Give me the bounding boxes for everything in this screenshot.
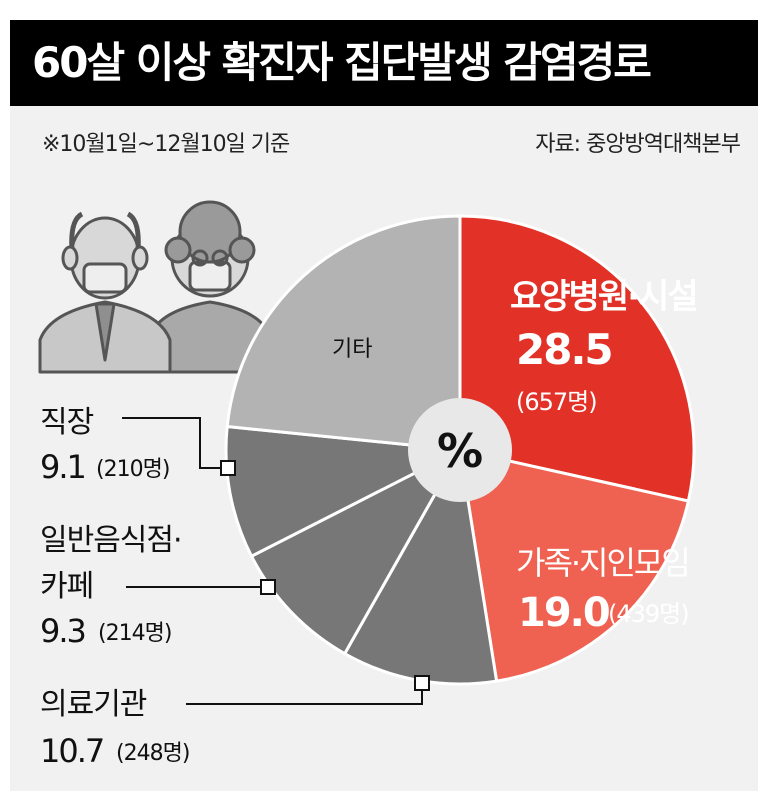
- slice-label-workplace-name: 직장: [40, 405, 94, 440]
- slice-label-restaurant-name-1: 일반음식점·: [40, 523, 182, 558]
- slice-label-nursing-count: (657명): [516, 388, 597, 416]
- slice-label-etc-name: 기타: [332, 337, 372, 362]
- center-label: %: [437, 424, 483, 478]
- pie-slice-3: [249, 446, 464, 656]
- callout-marker-workplace: [220, 460, 236, 476]
- slice-label-medical-value: 10.7: [40, 732, 103, 770]
- slice-label-family-value: 19.0: [518, 590, 609, 636]
- pie-slice-4: [224, 424, 466, 559]
- slice-label-workplace-count: (210명): [96, 457, 169, 482]
- slice-label-nursing-name: 요양병원·시설: [510, 277, 697, 317]
- slice-label-family-count: (439명): [608, 600, 689, 628]
- chart-title: 60살 이상 확진자 집단발생 감염경로: [32, 38, 652, 87]
- title-bar: 60살 이상 확진자 집단발생 감염경로: [10, 20, 758, 106]
- source-note: 자료: 중앙방역대책본부: [535, 132, 741, 157]
- elderly-couple-illustration-icon: [38, 200, 272, 374]
- callout-marker-medical: [414, 675, 430, 691]
- slice-label-medical-count: (248명): [116, 741, 189, 766]
- pie-center: [408, 398, 512, 502]
- callout-marker-restaurant: [260, 579, 276, 595]
- period-note: ※10월1일~12월10일 기준: [42, 132, 290, 157]
- slice-label-medical-name: 의료기관: [40, 687, 147, 722]
- slice-label-restaurant-count: (214명): [98, 621, 171, 646]
- slice-label-restaurant-name-2: 카페: [40, 569, 93, 604]
- slice-label-nursing-value: 28.5: [516, 325, 612, 374]
- pie-slices: [224, 214, 696, 686]
- slice-label-workplace-value: 9.1: [40, 448, 85, 486]
- pie-slice-1: [458, 448, 691, 683]
- slice-label-restaurant-value: 9.3: [40, 612, 85, 650]
- pie-slice-0: [458, 214, 696, 503]
- callout-line-medical: [186, 684, 423, 705]
- slice-label-family-name: 가족·지인모임: [516, 544, 689, 582]
- pie-slice-5: [225, 214, 462, 452]
- callout-line-workplace: [122, 417, 228, 469]
